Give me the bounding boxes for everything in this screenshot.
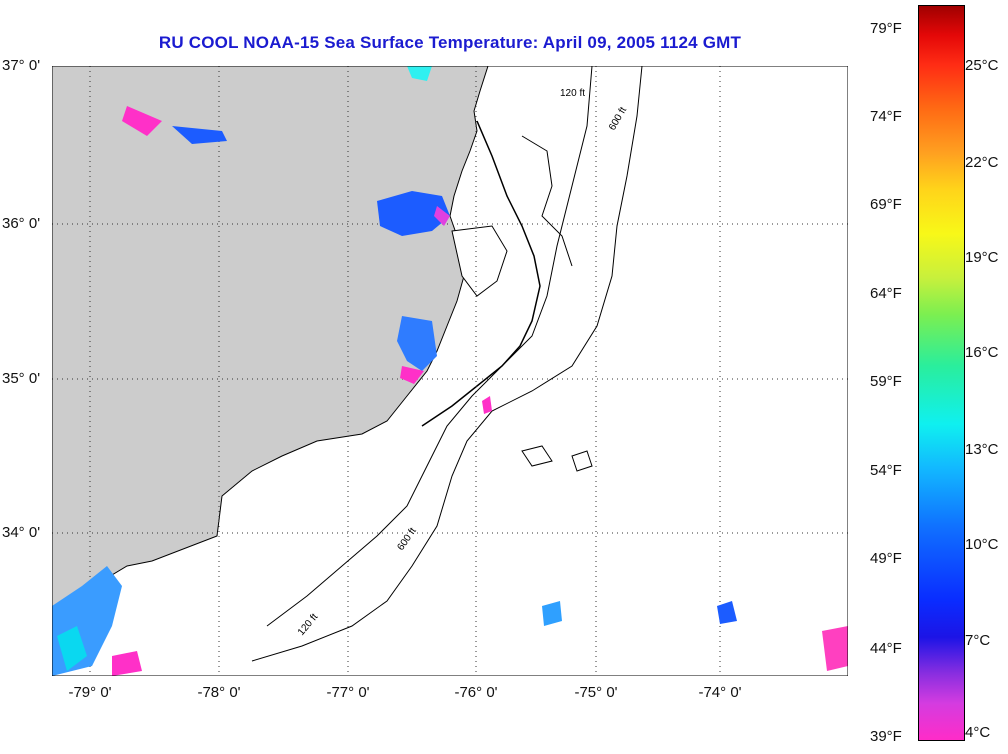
colorbar-f-44: 44°F	[870, 640, 902, 657]
colorbar-c-10: 10°C	[965, 536, 999, 553]
graticule	[52, 66, 848, 676]
lon-label-77: -77° 0'	[326, 684, 370, 701]
contour-label-120: 120 ft	[560, 88, 585, 99]
colorbar-c-19: 19°C	[965, 249, 999, 266]
colorbar-f-74: 74°F	[870, 108, 902, 125]
colorbar-c-22: 22°C	[965, 154, 999, 171]
sst-data	[52, 66, 848, 676]
colorbar-c-25: 25°C	[965, 57, 999, 74]
colorbar-f-39: 39°F	[870, 728, 902, 745]
lon-label-74: -74° 0'	[698, 684, 742, 701]
colorbar-f-69: 69°F	[870, 196, 902, 213]
outer-banks	[421, 120, 541, 427]
colorbar-c-13: 13°C	[965, 441, 999, 458]
lon-label-75: -75° 0'	[574, 684, 618, 701]
colorbar-c-7: 7°C	[965, 632, 991, 649]
temperature-colorbar	[918, 5, 965, 741]
lat-label-37: 37° 0'	[2, 57, 41, 74]
colorbar-c-16: 16°C	[965, 344, 999, 361]
colorbar-f-54: 54°F	[870, 462, 902, 479]
colorbar-f-64: 64°F	[870, 285, 902, 302]
lon-label-78: -78° 0'	[197, 684, 241, 701]
map-title: RU COOL NOAA-15 Sea Surface Temperature:…	[158, 33, 742, 52]
lat-label-36: 36° 0'	[2, 215, 41, 232]
colorbar-c-4: 4°C	[965, 724, 991, 741]
lat-label-35: 35° 0'	[2, 370, 41, 387]
lon-label-79: -79° 0'	[68, 684, 112, 701]
colorbar-f-49: 49°F	[870, 550, 902, 567]
sst-map: 600 ft 120 ft 600 ft 120 ft	[52, 66, 848, 676]
lat-label-34: 34° 0'	[2, 524, 41, 541]
colorbar-f-79: 79°F	[870, 20, 902, 37]
lon-label-76: -76° 0'	[454, 684, 498, 701]
colorbar-f-59: 59°F	[870, 373, 902, 390]
